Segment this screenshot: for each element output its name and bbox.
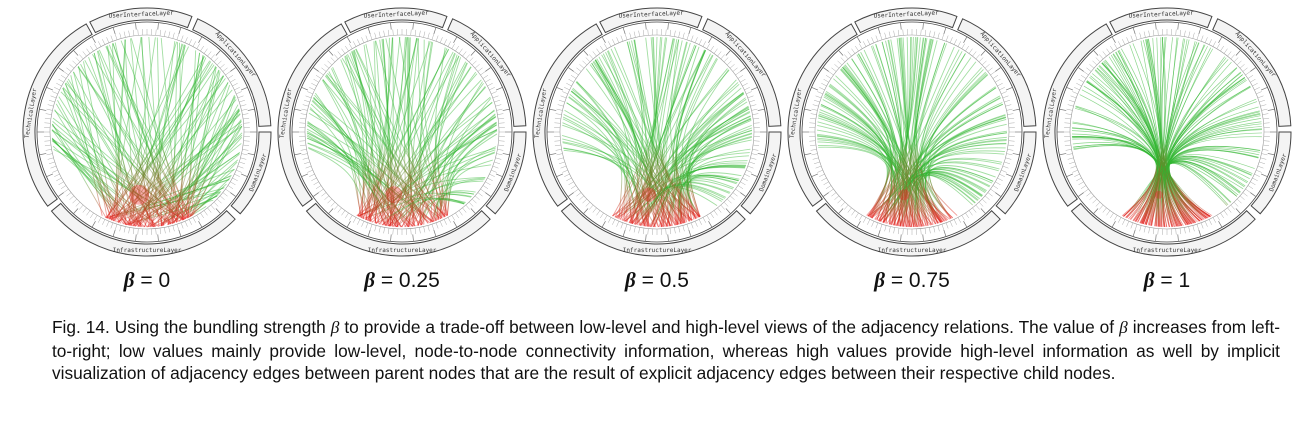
caption-prefix: Fig. 14. Using the bundling strength [52, 317, 331, 337]
beta-label: β = 0.25 [364, 268, 440, 292]
radial-edge-bundle-plot: UserInterfaceLayerApplicationLayerDomain… [1042, 7, 1292, 257]
panel-beta-0.5: UserInterfaceLayer ApplicationLayer Domain… [532, 6, 782, 298]
adjacency-edges [561, 36, 753, 228]
radial-edge-bundle-plot: UserInterfaceLayerApplicationLayerDomain… [532, 7, 782, 257]
ring-label-user-interface-layer: UserInterfaceLayer [619, 10, 685, 20]
beta-label: β = 0 [123, 268, 171, 292]
ring-label-application-layer: ApplicationLayer [724, 30, 768, 78]
figure: UserInterfaceLayer ApplicationLayer Domain… [22, 0, 1294, 300]
ring-label-user-interface-layer: UserInterfaceLayer [364, 10, 430, 20]
caption-symbol: β [1119, 318, 1128, 337]
ring-label-infrastructure-layer: InfrastructureLayer [113, 247, 182, 254]
ring-label-application-layer: ApplicationLayer [469, 30, 513, 78]
ring-label-infrastructure-layer: InfrastructureLayer [1133, 247, 1202, 254]
radial-edge-bundle-plot: UserInterfaceLayerApplicationLayerDomain… [22, 7, 272, 257]
radial-edge-bundle-plot: UserInterfaceLayerApplicationLayerDomain… [277, 7, 527, 257]
ring-label-user-interface-layer: UserInterfaceLayer [1129, 10, 1195, 20]
caption-symbol: β [330, 318, 340, 337]
ring-label-infrastructure-layer: InfrastructureLayer [623, 247, 692, 254]
adjacency-edges [306, 36, 498, 228]
hierarchy-ring: UserInterfaceLayerApplicationLayerDomain… [532, 7, 782, 257]
adjacency-edges [1071, 36, 1263, 228]
panel-beta-0: UserInterfaceLayer ApplicationLayer Domain… [22, 6, 272, 298]
panel-beta-0.75: UserInterfaceLayer ApplicationLayer Domain… [787, 6, 1037, 298]
beta-label: β = 1 [1143, 268, 1191, 292]
ring-label-user-interface-layer: UserInterfaceLayer [109, 10, 175, 20]
panel-beta-0.25: UserInterfaceLayer ApplicationLayer Domain… [277, 6, 527, 298]
adjacency-edges [51, 36, 243, 228]
figure-caption: Fig. 14. Using the bundling strength β t… [52, 316, 1280, 385]
caption-rest: increases from left-to-right; low values… [52, 317, 1281, 383]
ring-label-application-layer: ApplicationLayer [979, 30, 1023, 78]
ring-label-infrastructure-layer: InfrastructureLayer [878, 247, 947, 254]
radial-edge-bundle-plot: UserInterfaceLayerApplicationLayerDomain… [787, 7, 1037, 257]
hierarchy-ring: UserInterfaceLayerApplicationLayerDomain… [277, 7, 527, 257]
ring-label-infrastructure-layer: InfrastructureLayer [368, 247, 437, 254]
ring-label-application-layer: ApplicationLayer [1234, 30, 1278, 78]
panel-beta-1: UserInterfaceLayer ApplicationLayer Domain… [1042, 6, 1292, 298]
ring-label-user-interface-layer: UserInterfaceLayer [874, 10, 940, 20]
beta-label: β = 0.5 [625, 268, 689, 292]
beta-label: β = 0.75 [874, 268, 950, 292]
adjacency-edges [816, 36, 1008, 228]
caption-middle: to provide a trade-off between low-level… [339, 317, 1120, 337]
